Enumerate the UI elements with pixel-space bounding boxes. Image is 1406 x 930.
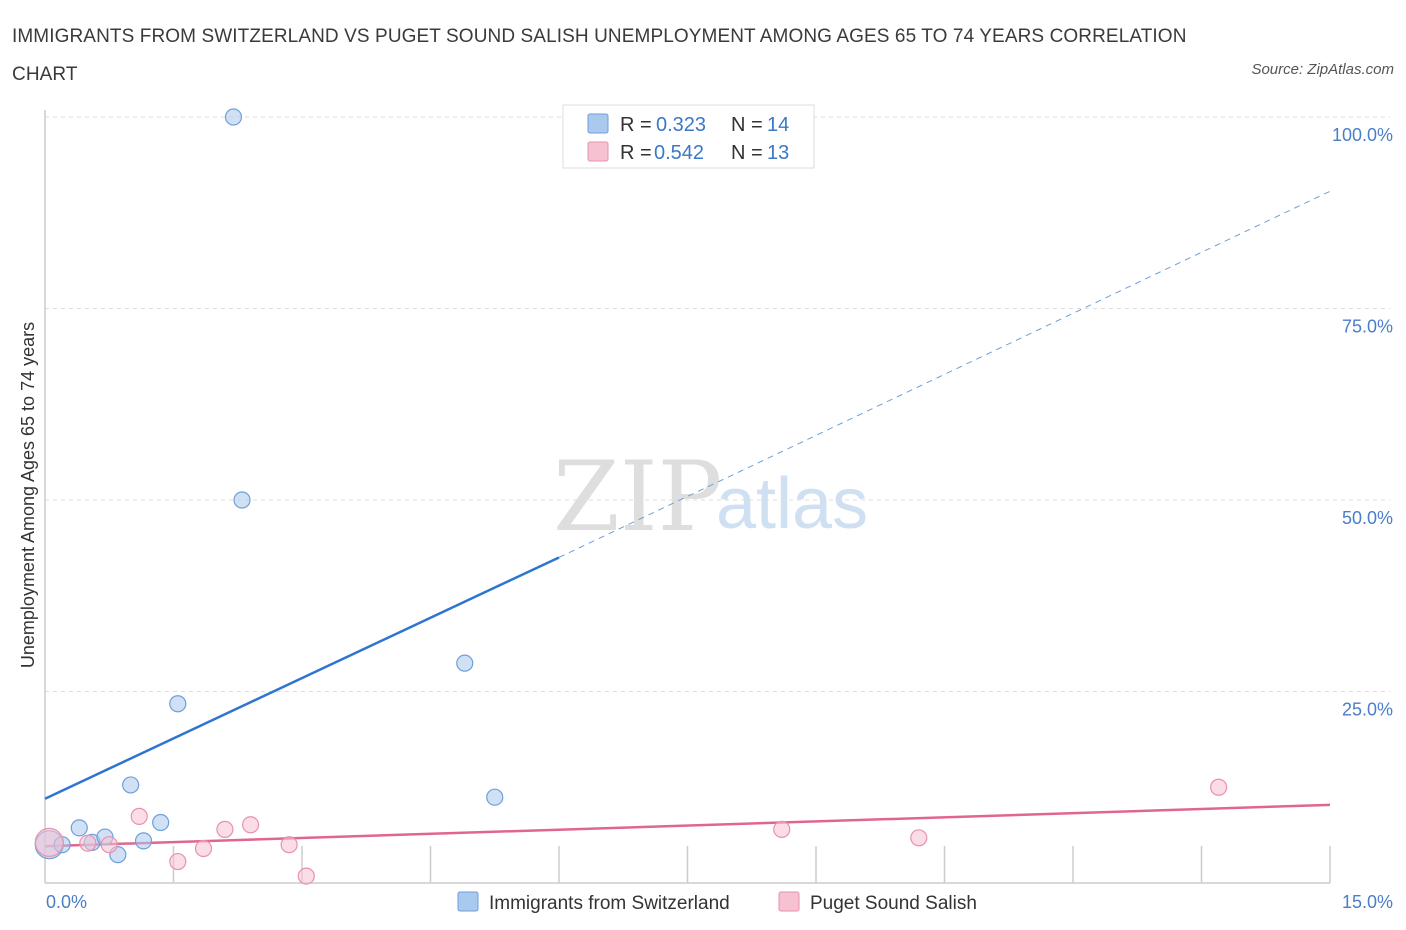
point-salish (100, 836, 118, 854)
point-switzerland (134, 832, 153, 850)
point-salish (910, 829, 928, 847)
y-axis-title: Unemployment Among Ages 65 to 74 years (18, 322, 38, 668)
legend-n-value-switzerland: 14 (767, 114, 789, 136)
point-salish (194, 839, 213, 858)
point-salish (34, 827, 64, 858)
point-switzerland (456, 654, 474, 672)
y-tick-label-100: 100.0% (1332, 125, 1393, 145)
point-switzerland (122, 776, 140, 794)
legend-r-value-switzerland: 0.323 (656, 114, 706, 136)
source-credit: Source: ZipAtlas.com (1251, 61, 1394, 78)
legend-r-label-salish: R = (620, 142, 652, 164)
x-tick-marks (172, 846, 1331, 883)
point-salish (1210, 778, 1228, 796)
series-legend-label-salish: Puget Sound Salish (810, 893, 977, 914)
legend-r-label-switzerland: R = (620, 114, 652, 136)
point-switzerland (152, 813, 170, 832)
trend-line-salish (44, 803, 1331, 848)
point-salish (216, 820, 234, 838)
legend-swatch-switzerland (587, 113, 609, 134)
x-tick-label-max: 15.0% (1342, 892, 1393, 912)
point-salish (297, 867, 315, 885)
watermark-atlas: atlas (716, 464, 868, 544)
x-tick-label-min: 0.0% (46, 892, 87, 912)
point-salish (773, 820, 791, 838)
legend-n-value-salish: 13 (767, 142, 789, 164)
legend-r-value-salish: 0.542 (654, 142, 704, 164)
point-switzerland (233, 491, 251, 509)
point-switzerland (169, 695, 187, 713)
chart-title: IMMIGRANTS FROM SWITZERLAND VS PUGET SOU… (12, 26, 1187, 85)
point-salish (130, 807, 148, 825)
gridlines (45, 116, 1390, 692)
y-tick-label-25: 25.0% (1342, 700, 1393, 720)
trend-line-switzerland (44, 556, 560, 800)
data-points (34, 108, 1228, 885)
legend-n-label-salish: N = (731, 142, 763, 164)
series-legend-swatch-switzerland (457, 891, 479, 912)
stats-legend: R = 0.323 N = 14 R = 0.542 N = 13 (562, 104, 815, 169)
series-legend-label-switzerland: Immigrants from Switzerland (489, 893, 730, 914)
y-tick-label-75: 75.0% (1342, 317, 1393, 337)
point-switzerland (486, 788, 504, 806)
point-salish (280, 836, 298, 854)
series-legend-swatch-salish (778, 891, 800, 912)
legend-swatch-salish (587, 141, 609, 162)
point-salish (169, 852, 187, 871)
point-salish (242, 816, 260, 834)
y-tick-labels: 25.0% 50.0% 75.0% 100.0% (1332, 125, 1393, 720)
legend-n-label-switzerland: N = (731, 114, 763, 136)
y-tick-label-50: 50.0% (1342, 508, 1393, 528)
point-salish (79, 834, 97, 852)
watermark-zip: ZIP (553, 441, 722, 553)
series-legend: Immigrants from Switzerland Puget Sound … (457, 891, 977, 914)
point-switzerland (70, 819, 88, 837)
trend-line-switzerland-extrapolated (558, 190, 1331, 558)
trend-lines (44, 190, 1331, 848)
point-switzerland (224, 108, 243, 126)
